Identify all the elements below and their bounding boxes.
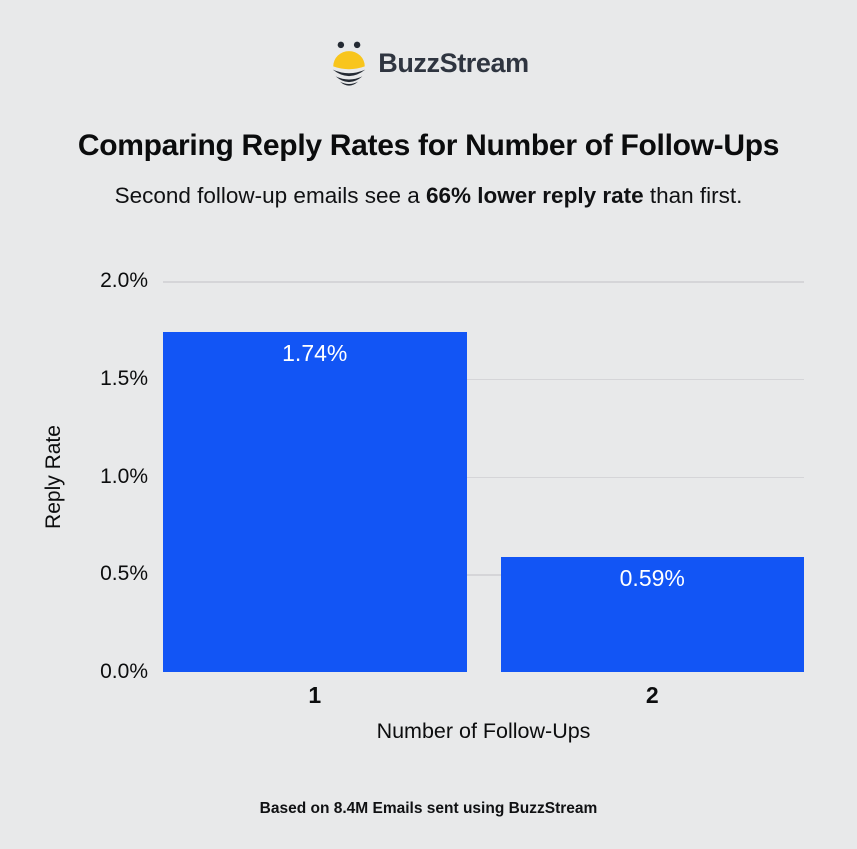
x-tick-label: 2 (645, 682, 659, 708)
bee-icon (328, 40, 370, 86)
x-tick-label: 1 (308, 682, 322, 708)
bar: 0.59% (500, 556, 804, 672)
y-tick-label: 0.0% (100, 660, 148, 683)
bar-value-label: 0.59% (619, 564, 685, 591)
page-subtitle: Second follow-up emails see a 66% lower … (0, 183, 857, 209)
y-tick-label: 0.5% (100, 562, 148, 586)
y-tick-label: 1.0% (100, 464, 148, 488)
x-axis-title: Number of Follow-Ups (376, 719, 591, 743)
gridline (163, 281, 804, 283)
footer-note: Based on 8.4M Emails sent using BuzzStre… (259, 800, 598, 817)
y-tick-label: 1.5% (100, 366, 148, 390)
page-title: Comparing Reply Rates for Number of Foll… (77, 129, 780, 162)
subtitle-suffix: than first. (643, 183, 743, 208)
logo: BuzzStream (0, 40, 857, 86)
brand-name: BuzzStream (378, 47, 529, 78)
gridline (163, 574, 804, 576)
y-tick-label: 2.0% (100, 269, 148, 292)
subtitle-prefix: Second follow-up emails see a (114, 183, 426, 208)
gridline (163, 476, 804, 478)
plot-area: 1.74% 0.59% (163, 281, 804, 672)
bar-value-label: 1.74% (282, 339, 348, 366)
gridline (163, 378, 804, 381)
subtitle-bold: 66% lower reply rate (426, 183, 644, 208)
bar: 1.74% (163, 331, 467, 672)
